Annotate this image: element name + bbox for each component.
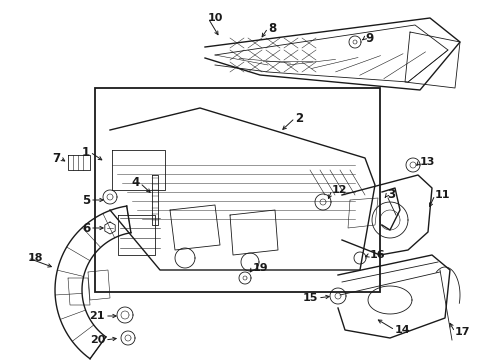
Bar <box>95 88 380 292</box>
Text: 15: 15 <box>303 293 318 303</box>
Text: 19: 19 <box>253 263 269 273</box>
Text: 13: 13 <box>420 157 436 167</box>
Text: 17: 17 <box>455 327 470 337</box>
Text: 3: 3 <box>387 189 395 202</box>
Text: 14: 14 <box>395 325 411 335</box>
Text: 4: 4 <box>132 176 140 189</box>
Text: 8: 8 <box>268 22 276 35</box>
Text: 10: 10 <box>208 13 223 23</box>
Text: 1: 1 <box>82 145 90 158</box>
Text: 11: 11 <box>435 190 450 200</box>
Text: 2: 2 <box>295 112 303 125</box>
Text: 7: 7 <box>52 152 60 165</box>
Text: 12: 12 <box>332 185 347 195</box>
Text: 16: 16 <box>370 250 386 260</box>
Text: 21: 21 <box>90 311 105 321</box>
Text: 18: 18 <box>28 253 44 263</box>
Text: 20: 20 <box>90 335 105 345</box>
Text: 6: 6 <box>82 221 90 234</box>
Text: 5: 5 <box>82 194 90 207</box>
Text: 9: 9 <box>365 31 373 45</box>
